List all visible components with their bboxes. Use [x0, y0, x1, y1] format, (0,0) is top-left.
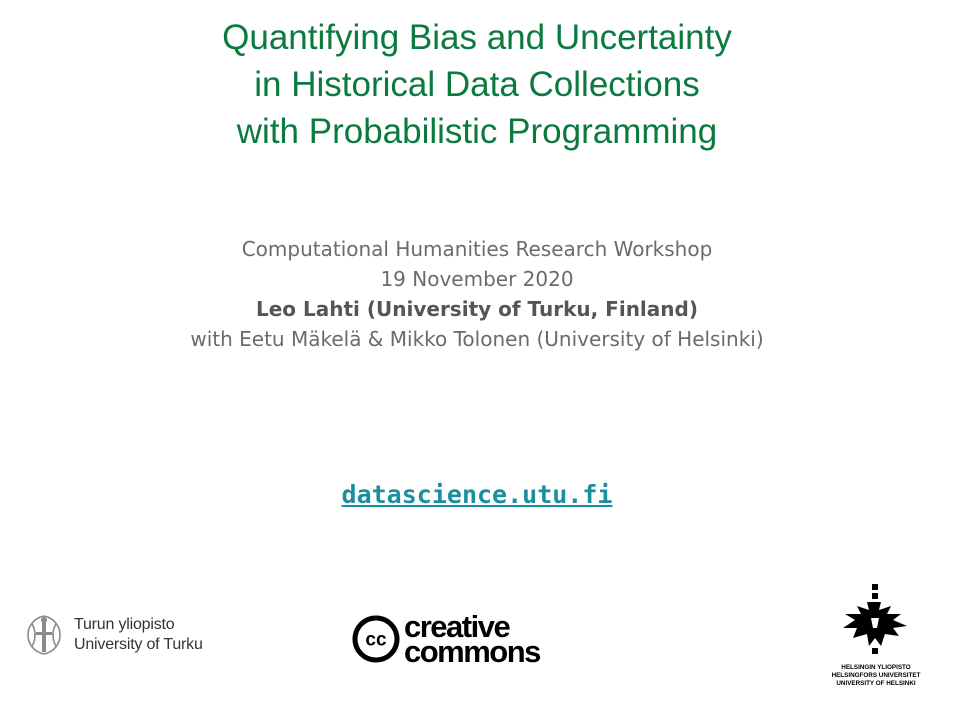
helsinki-name-fi: HELSINGIN YLIOPISTO [841, 664, 911, 671]
title-line-3: with Probabilistic Programming [236, 112, 718, 151]
cc-word-creative: creative [404, 609, 511, 644]
helsinki-name-en: UNIVERSITY OF HELSINKI [836, 680, 916, 687]
helsinki-name-sv: HELSINGFORS UNIVERSITET [831, 672, 921, 679]
helsinki-flame-icon [843, 584, 907, 654]
presentation-info: Computational Humanities Research Worksh… [0, 234, 954, 354]
event-name: Computational Humanities Research Worksh… [241, 237, 713, 261]
university-of-helsinki-logo: HELSINGIN YLIOPISTO HELSINGFORS UNIVERSI… [824, 584, 928, 688]
turku-emblem-icon [27, 615, 61, 655]
creative-commons-logo: cc creative commons [352, 609, 541, 669]
author-name: Leo Lahti (University of Turku, Finland) [256, 297, 698, 321]
slide-title: Quantifying Bias and Uncertainty in Hist… [0, 14, 954, 155]
website-link[interactable]: datascience.utu.fi [341, 480, 613, 509]
event-date: 19 November 2020 [380, 267, 574, 291]
cc-word-commons: commons [404, 634, 541, 669]
link-container: datascience.utu.fi [0, 480, 954, 509]
title-line-2: in Historical Data Collections [254, 65, 700, 104]
cc-badge-text: cc [365, 630, 387, 651]
turku-name-en: University of Turku [74, 636, 203, 653]
coauthors: with Eetu Mäkelä & Mikko Tolonen (Univer… [190, 327, 764, 351]
turku-name-fi: Turun yliopisto [74, 616, 175, 633]
title-line-1: Quantifying Bias and Uncertainty [222, 18, 732, 57]
cc-badge-icon: cc [352, 615, 400, 663]
university-of-turku-logo: Turun yliopisto University of Turku [22, 612, 203, 658]
